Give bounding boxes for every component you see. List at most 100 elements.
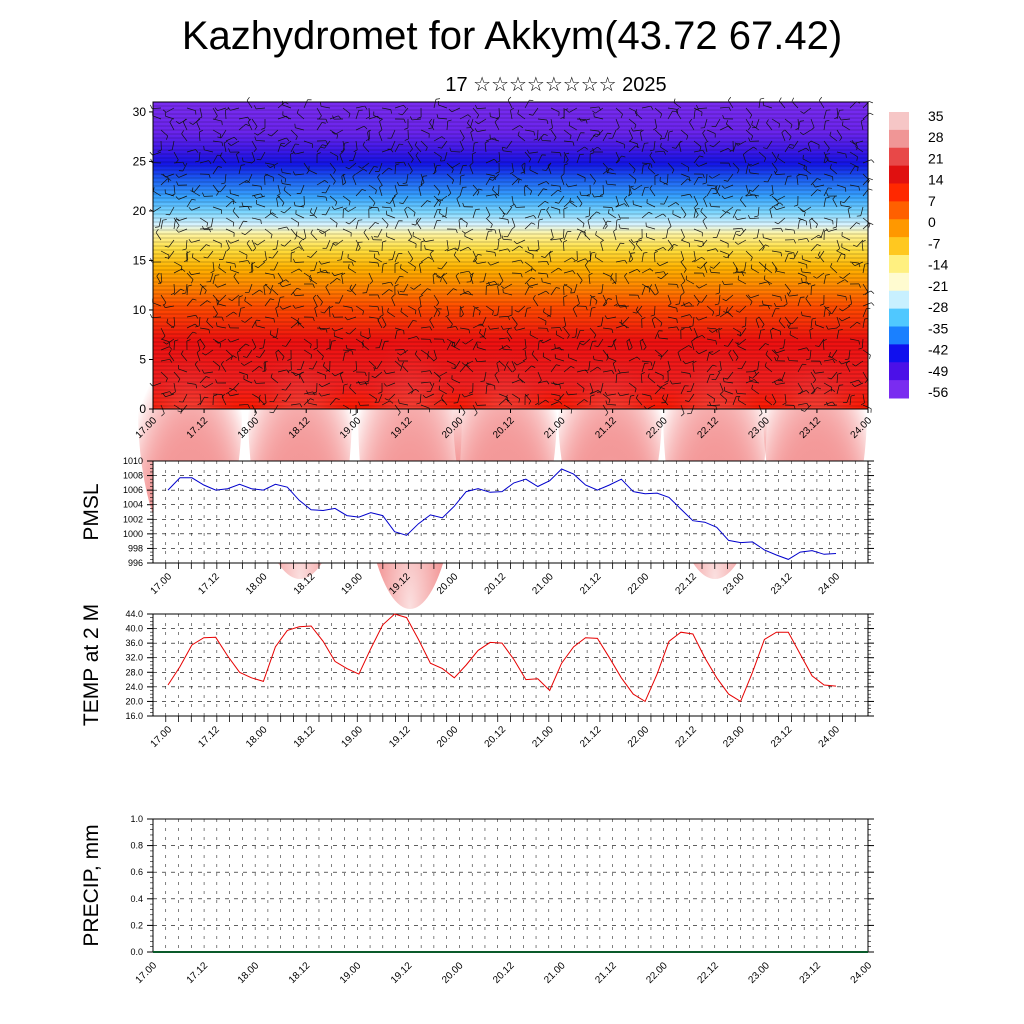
wind-barb-flag: [452, 388, 455, 393]
colorbar-cell: [889, 112, 909, 131]
wind-barb-flag: [780, 252, 783, 257]
wind-barb-flag: [591, 306, 596, 309]
wind-barb: [282, 283, 292, 288]
wind-barb: [849, 151, 858, 158]
wind-barb-flag: [220, 360, 224, 365]
x-tick-label: 17.12: [185, 960, 211, 986]
wind-barb-flag: [252, 247, 256, 252]
wind-barb-flag: [650, 361, 653, 366]
wind-barb-flag: [162, 393, 166, 397]
wind-barb-flag: [769, 193, 774, 197]
wind-barb: [789, 334, 799, 340]
wind-barb: [836, 279, 845, 285]
wind-barb-flag: [548, 127, 553, 131]
wind-barb: [433, 308, 438, 318]
wind-barb-flag: [723, 377, 728, 380]
wind-barb-flag: [697, 301, 702, 303]
wind-barb: [854, 261, 864, 267]
wind-barb-flag: [608, 209, 610, 214]
wind-barb-flag: [194, 360, 198, 365]
wind-barb: [738, 338, 747, 345]
wind-barb-flag: [856, 222, 861, 225]
wind-barb: [544, 250, 552, 258]
wind-barb-flag: [336, 277, 341, 281]
wind-barb: [407, 162, 413, 171]
wind-barb-flag: [217, 136, 222, 139]
wind-barb-flag: [470, 272, 474, 276]
wind-barb: [665, 228, 669, 238]
wind-barb: [641, 187, 646, 197]
y-tick-label: 0.8: [130, 841, 143, 851]
wind-barb-flag: [468, 391, 473, 394]
wind-barb-flag: [578, 117, 582, 122]
wind-barb-flag: [351, 307, 353, 312]
wind-barb-flag: [663, 271, 667, 276]
wind-barb: [654, 371, 664, 376]
wind-barb: [803, 129, 812, 135]
wind-barb: [607, 316, 617, 320]
wind-barb: [433, 209, 438, 219]
wind-barb: [595, 256, 604, 263]
wind-barb: [425, 239, 435, 242]
wind-barb: [303, 228, 307, 238]
wind-barb: [459, 327, 469, 330]
wind-barb-flag: [800, 268, 803, 273]
wind-barb-flag: [397, 412, 401, 416]
x-tick-label: 19.12: [389, 960, 415, 986]
wind-barb: [703, 198, 708, 208]
wind-barb: [373, 115, 383, 120]
wind-barb-flag: [851, 383, 856, 387]
wind-barb: [810, 178, 818, 186]
wind-barb-flag: [747, 294, 751, 299]
wind-barb-flag: [709, 202, 712, 207]
wind-barb: [368, 107, 370, 118]
wind-barb: [792, 140, 799, 149]
wind-barb-flag: [702, 150, 706, 154]
wind-barb-flag: [680, 259, 684, 263]
wind-barb-flag: [827, 377, 832, 380]
wind-barb-flag: [377, 251, 380, 256]
wind-barb-flag: [544, 200, 549, 204]
wind-barb: [524, 268, 534, 274]
wind-barb: [472, 305, 481, 312]
wind-barb-flag: [513, 326, 517, 331]
wind-barb-flag: [569, 135, 572, 140]
wind-barb: [470, 275, 474, 285]
wind-barb-flag: [831, 389, 836, 392]
wind-barb: [675, 111, 682, 120]
wind-barb-flag: [238, 295, 243, 298]
wind-barb-flag: [254, 265, 259, 269]
wind-barb: [771, 184, 774, 194]
wind-barb: [624, 199, 630, 208]
wind-barb-flag: [448, 108, 453, 113]
wind-barb: [471, 154, 474, 164]
wind-barb-flag: [462, 202, 465, 207]
x-tick-label: 20.12: [483, 571, 509, 597]
wind-barb: [494, 121, 500, 131]
wind-barb: [775, 305, 786, 307]
wind-barb-flag: [723, 179, 728, 182]
wind-barb-flag: [242, 157, 244, 162]
wind-barb-flag: [438, 202, 441, 206]
wind-barb: [563, 241, 565, 252]
y-tick-label: 1004: [123, 500, 143, 510]
wind-barb-flag: [470, 129, 475, 133]
wind-barb: [472, 209, 477, 219]
wind-barb: [797, 382, 803, 391]
wind-barb: [381, 206, 391, 209]
wind-barb: [628, 382, 637, 389]
wind-barb: [290, 287, 298, 296]
wind-barb-flag: [171, 391, 176, 395]
wind-barb: [702, 220, 708, 230]
wind-barb: [247, 121, 253, 131]
y-tick-label: 1.0: [130, 814, 143, 824]
wind-barb: [503, 238, 513, 241]
wind-barb-flag: [750, 301, 753, 306]
wind-barb: [563, 228, 565, 239]
wind-barb: [433, 162, 437, 172]
wind-barb-flag: [369, 280, 373, 285]
wind-barb-flag: [262, 259, 267, 263]
wind-barb-flag: [839, 137, 843, 142]
wind-barb-flag: [848, 303, 852, 307]
wind-barb: [394, 104, 404, 109]
